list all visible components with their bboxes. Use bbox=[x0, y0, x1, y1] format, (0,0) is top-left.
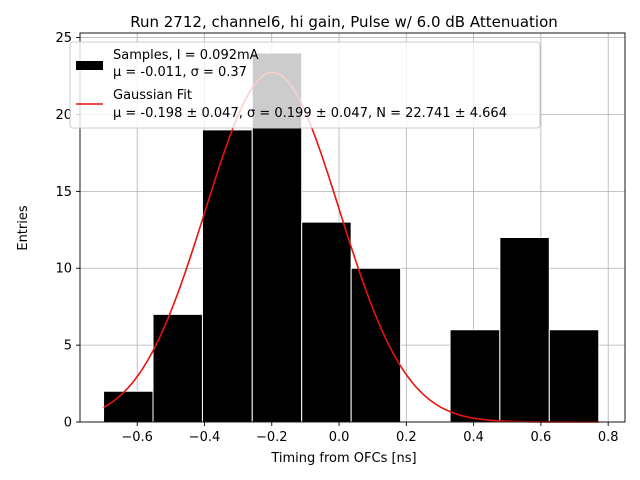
x-axis: −0.6 −0.4 −0.2 0.0 0.2 0.4 0.6 0.8 bbox=[121, 422, 619, 445]
histogram-bar bbox=[301, 221, 352, 423]
histogram-bar bbox=[548, 329, 600, 423]
y-axis: 0 5 10 15 20 25 bbox=[55, 31, 80, 431]
histogram-bars bbox=[103, 52, 600, 423]
legend: Samples, I = 0.092mA μ = -0.011, σ = 0.3… bbox=[69, 41, 541, 129]
x-tick-label: 0.6 bbox=[531, 430, 552, 445]
legend-samples-swatch bbox=[76, 61, 103, 70]
x-axis-label: Timing from OFCs [ns] bbox=[270, 451, 416, 466]
x-tick-label: 0.8 bbox=[598, 430, 619, 445]
legend-fit-label: Gaussian Fit bbox=[113, 88, 192, 103]
gaussian-fit-curve bbox=[103, 71, 599, 423]
histogram-bar bbox=[103, 390, 154, 423]
y-tick-label: 5 bbox=[64, 339, 72, 354]
y-axis-label: Entries bbox=[16, 205, 31, 251]
legend-samples-label: Samples, I = 0.092mA bbox=[113, 48, 259, 63]
histogram-bar bbox=[449, 329, 501, 423]
histogram-bar bbox=[152, 313, 203, 423]
plot-frame bbox=[79, 32, 626, 423]
histogram-bar bbox=[201, 129, 253, 423]
legend-fit-stats: μ = -0.198 ± 0.047, σ = 0.199 ± 0.047, N… bbox=[113, 106, 507, 121]
x-tick-label: 0.4 bbox=[463, 430, 484, 445]
x-tick-label: 0.2 bbox=[396, 430, 417, 445]
x-tick-label: −0.4 bbox=[189, 430, 221, 445]
histogram-bar bbox=[350, 267, 402, 423]
legend-box bbox=[69, 41, 541, 129]
y-tick-label: 15 bbox=[55, 185, 72, 200]
y-tick-label: 10 bbox=[55, 262, 72, 277]
x-tick-label: −0.6 bbox=[121, 430, 153, 445]
chart-title: Run 2712, channel6, hi gain, Pulse w/ 6.… bbox=[130, 13, 558, 31]
x-tick-label: 0.0 bbox=[329, 430, 350, 445]
y-tick-label: 25 bbox=[55, 31, 72, 46]
histogram-bar bbox=[499, 236, 550, 423]
y-tick-label: 20 bbox=[55, 108, 72, 123]
x-tick-label: −0.2 bbox=[256, 430, 288, 445]
legend-samples-stats: μ = -0.011, σ = 0.37 bbox=[113, 65, 247, 80]
y-tick-label: 0 bbox=[64, 416, 72, 431]
